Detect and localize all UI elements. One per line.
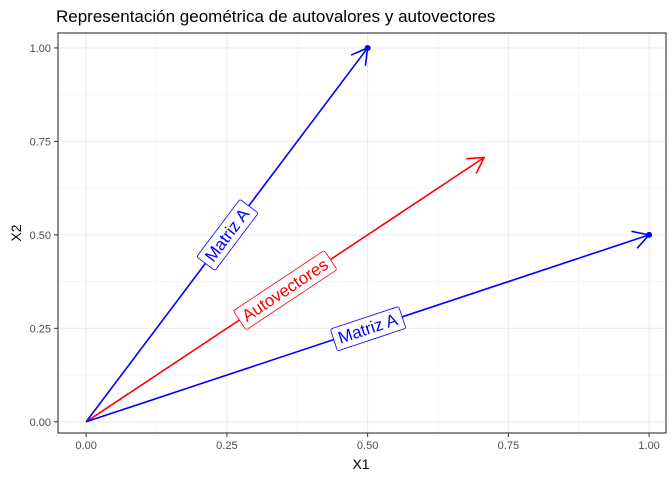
y-tick-label: 0.50 — [30, 230, 51, 242]
vector-label-box — [330, 306, 406, 351]
y-tick-label: 0.75 — [30, 136, 51, 148]
y-tick-label: 0.00 — [30, 417, 51, 429]
vector-label-box — [197, 199, 258, 271]
panel-border — [57, 32, 667, 434]
ticks: 0.00 0.25 0.50 0.75 1.00 0.00 0.25 0.50 0.75 1.00 — [30, 43, 660, 452]
vector-arrowhead — [466, 156, 486, 174]
x-tick-label: 0.50 — [357, 440, 378, 452]
x-tick-label: 0.00 — [75, 440, 96, 452]
y-axis-title: X2 — [8, 224, 24, 241]
x-axis-title: X1 — [352, 456, 369, 472]
x-tick-label: 1.00 — [638, 440, 659, 452]
x-tick-label: 0.25 — [216, 440, 237, 452]
vector-endpoint — [646, 231, 653, 238]
plot-background — [58, 33, 666, 433]
vector-endpoint — [364, 44, 371, 51]
y-tick-label: 0.25 — [30, 323, 51, 335]
vector-label-box — [233, 250, 337, 330]
y-tick-label: 1.00 — [30, 43, 51, 55]
chart-title: Representación geométrica de autovalores… — [56, 7, 495, 26]
x-tick-label: 0.75 — [498, 440, 519, 452]
